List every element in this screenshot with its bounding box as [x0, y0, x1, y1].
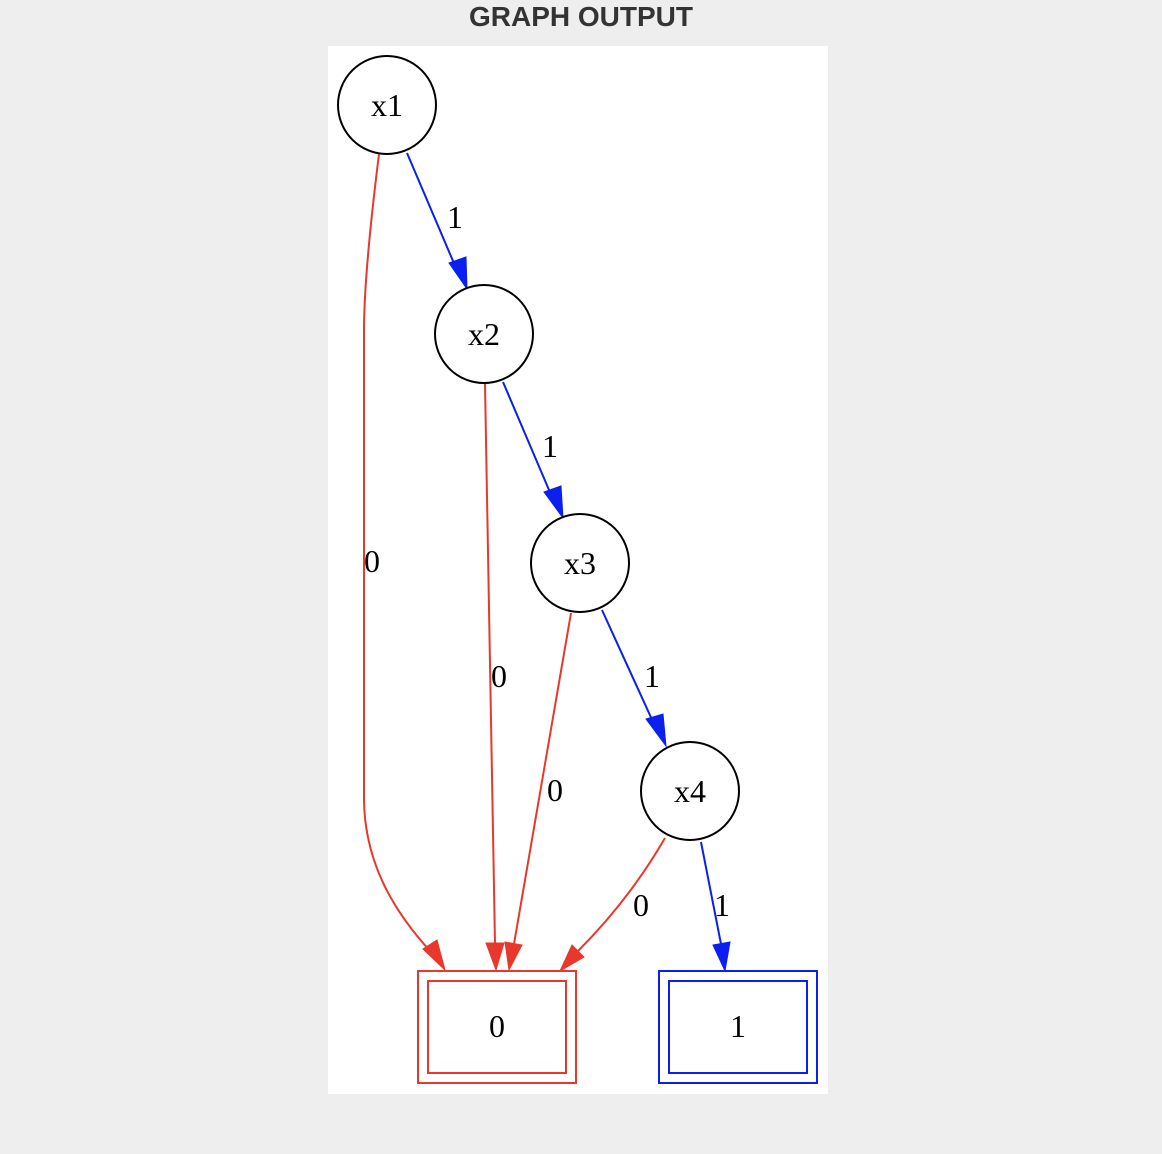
edge-x4-t0 [577, 837, 666, 952]
page-title: GRAPH OUTPUT [469, 1, 693, 32]
node-x3-label: x3 [564, 545, 596, 581]
node-x4-label: x4 [674, 773, 706, 809]
graph-svg: 1 0 1 0 1 0 [337, 55, 818, 1084]
node-x1-label: x1 [371, 87, 403, 123]
terminal-1[interactable]: 1 [658, 970, 818, 1084]
edge-x3-x4-arrowhead [645, 713, 667, 748]
node-x2-label: x2 [468, 316, 500, 352]
edge-x4-t0-label: 0 [633, 887, 649, 923]
edges-group: 1 0 1 0 1 0 [363, 152, 731, 973]
edge-x2-x3-label: 1 [542, 428, 558, 464]
edge-x4-t1 [700, 841, 722, 945]
nodes-group: x1 x2 x3 x4 [337, 55, 740, 841]
edge-x3-t0-label: 0 [547, 772, 563, 808]
edge-x3-t0-arrowhead [504, 941, 523, 972]
node-x1[interactable]: x1 [337, 55, 437, 155]
edge-x2-x3 [502, 381, 553, 498]
edge-x4-t1-arrowhead [712, 941, 731, 973]
edge-x2-x3-arrowhead [543, 485, 564, 520]
edge-x3-x4-label: 1 [644, 658, 660, 694]
edge-x3-x4 [601, 609, 655, 725]
node-x3[interactable]: x3 [530, 513, 630, 613]
node-x2[interactable]: x2 [434, 284, 534, 384]
terminal-0[interactable]: 0 [417, 970, 577, 1084]
edge-x3-t0 [513, 612, 572, 945]
node-x4[interactable]: x4 [640, 741, 740, 841]
terminal-0-label: 0 [489, 1008, 505, 1044]
edge-x1-x2-label: 1 [447, 199, 463, 235]
edge-x1-t0 [363, 153, 432, 953]
edge-x1-x2 [406, 152, 457, 269]
edge-x1-t0-arrowhead [422, 939, 446, 972]
edge-x1-t0-label: 0 [364, 543, 380, 579]
edge-x2-t0-arrowhead [485, 942, 505, 972]
terminal-1-label: 1 [730, 1008, 746, 1044]
terminals-group: 0 1 [417, 970, 818, 1084]
edge-x4-t1-label: 1 [714, 887, 730, 923]
edge-x2-t0-label: 0 [491, 658, 507, 694]
edge-x2-t0 [484, 383, 496, 945]
edge-x4-t0-arrowhead [558, 944, 585, 973]
edge-x1-x2-arrowhead [448, 256, 468, 291]
graph-canvas: 1 0 1 0 1 0 [328, 46, 828, 1094]
